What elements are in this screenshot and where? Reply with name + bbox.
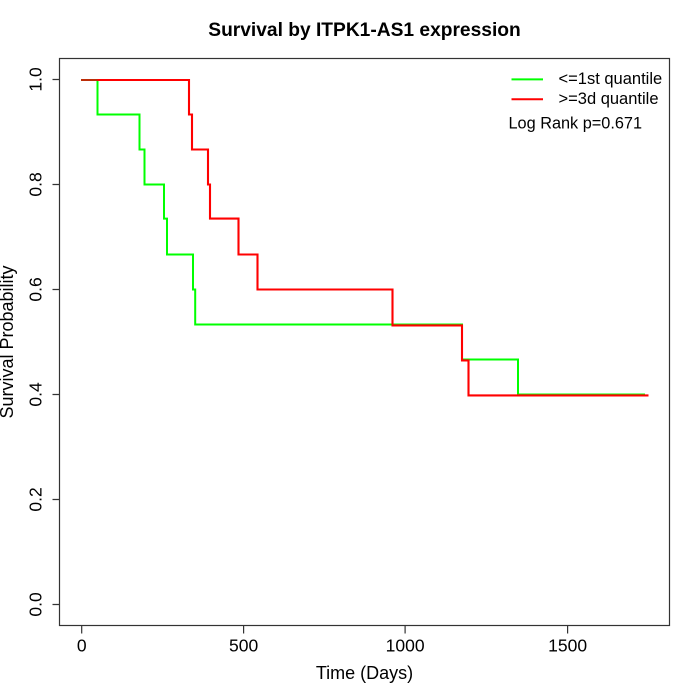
- svg-text:Survival by ITPK1-AS1 expressi: Survival by ITPK1-AS1 expression: [208, 20, 520, 41]
- svg-text:500: 500: [229, 636, 258, 656]
- svg-text:0: 0: [77, 636, 87, 656]
- svg-text:Survival Probability: Survival Probability: [0, 265, 17, 418]
- svg-text:1000: 1000: [386, 636, 425, 656]
- svg-text:0.6: 0.6: [26, 277, 46, 301]
- svg-text:>=3d quantile: >=3d quantile: [559, 90, 659, 108]
- svg-text:0.8: 0.8: [26, 172, 46, 196]
- svg-text:1.0: 1.0: [26, 67, 46, 92]
- svg-text:<=1st quantile: <=1st quantile: [559, 70, 663, 88]
- svg-text:1500: 1500: [548, 636, 587, 656]
- svg-text:0.0: 0.0: [26, 592, 46, 617]
- svg-text:0.2: 0.2: [26, 487, 46, 511]
- svg-text:Time (Days): Time (Days): [316, 663, 413, 683]
- svg-text:Log Rank p=0.671: Log Rank p=0.671: [509, 114, 643, 132]
- svg-text:0.4: 0.4: [26, 382, 46, 407]
